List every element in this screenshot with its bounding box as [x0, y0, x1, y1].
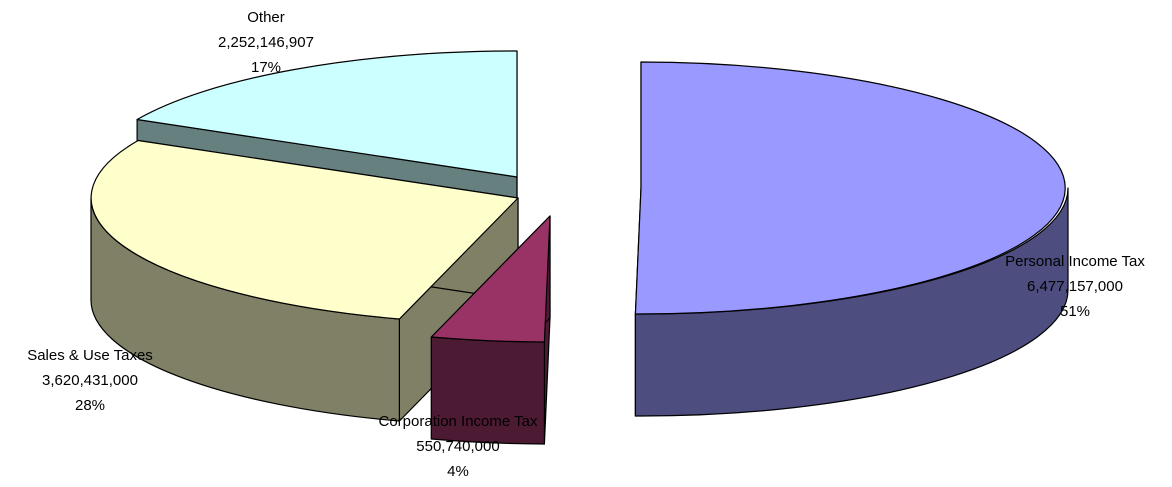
label-sales-use-taxes: Sales & Use Taxes 3,620,431,000 28%	[27, 347, 153, 414]
label-personal-income-tax-name: Personal Income Tax	[1005, 253, 1145, 270]
label-personal-income-tax-percent: 51%	[1060, 303, 1090, 320]
label-sales-use-taxes-value: 3,620,431,000	[42, 372, 138, 389]
label-sales-use-taxes-percent: 28%	[75, 397, 105, 414]
slice-outer-wall-personal-income-tax	[634, 187, 1069, 417]
label-other: Other 2,252,146,907 17%	[218, 9, 314, 76]
slice-top-sales-use-taxes	[90, 139, 519, 320]
label-sales-use-taxes-name: Sales & Use Taxes	[27, 347, 153, 364]
label-corporation-income-tax-percent: 4%	[447, 463, 469, 480]
slice-top-corporation-income-tax	[430, 215, 551, 343]
pie-slices	[90, 50, 1069, 445]
slice-corporation-income-tax	[430, 215, 551, 445]
label-other-percent: 17%	[251, 59, 281, 76]
slice-top-personal-income-tax	[634, 61, 1066, 315]
label-corporation-income-tax-name: Corporation Income Tax	[379, 413, 538, 430]
label-other-value: 2,252,146,907	[218, 34, 314, 51]
label-personal-income-tax-value: 6,477,157,000	[1027, 278, 1123, 295]
label-corporation-income-tax-value: 550,740,000	[416, 438, 499, 455]
slice-top-other	[136, 50, 518, 178]
slice-personal-income-tax	[634, 61, 1069, 417]
label-corporation-income-tax: Corporation Income Tax 550,740,000 4%	[379, 413, 538, 480]
label-other-name: Other	[247, 9, 285, 26]
label-personal-income-tax: Personal Income Tax 6,477,157,000 51%	[1005, 253, 1145, 320]
